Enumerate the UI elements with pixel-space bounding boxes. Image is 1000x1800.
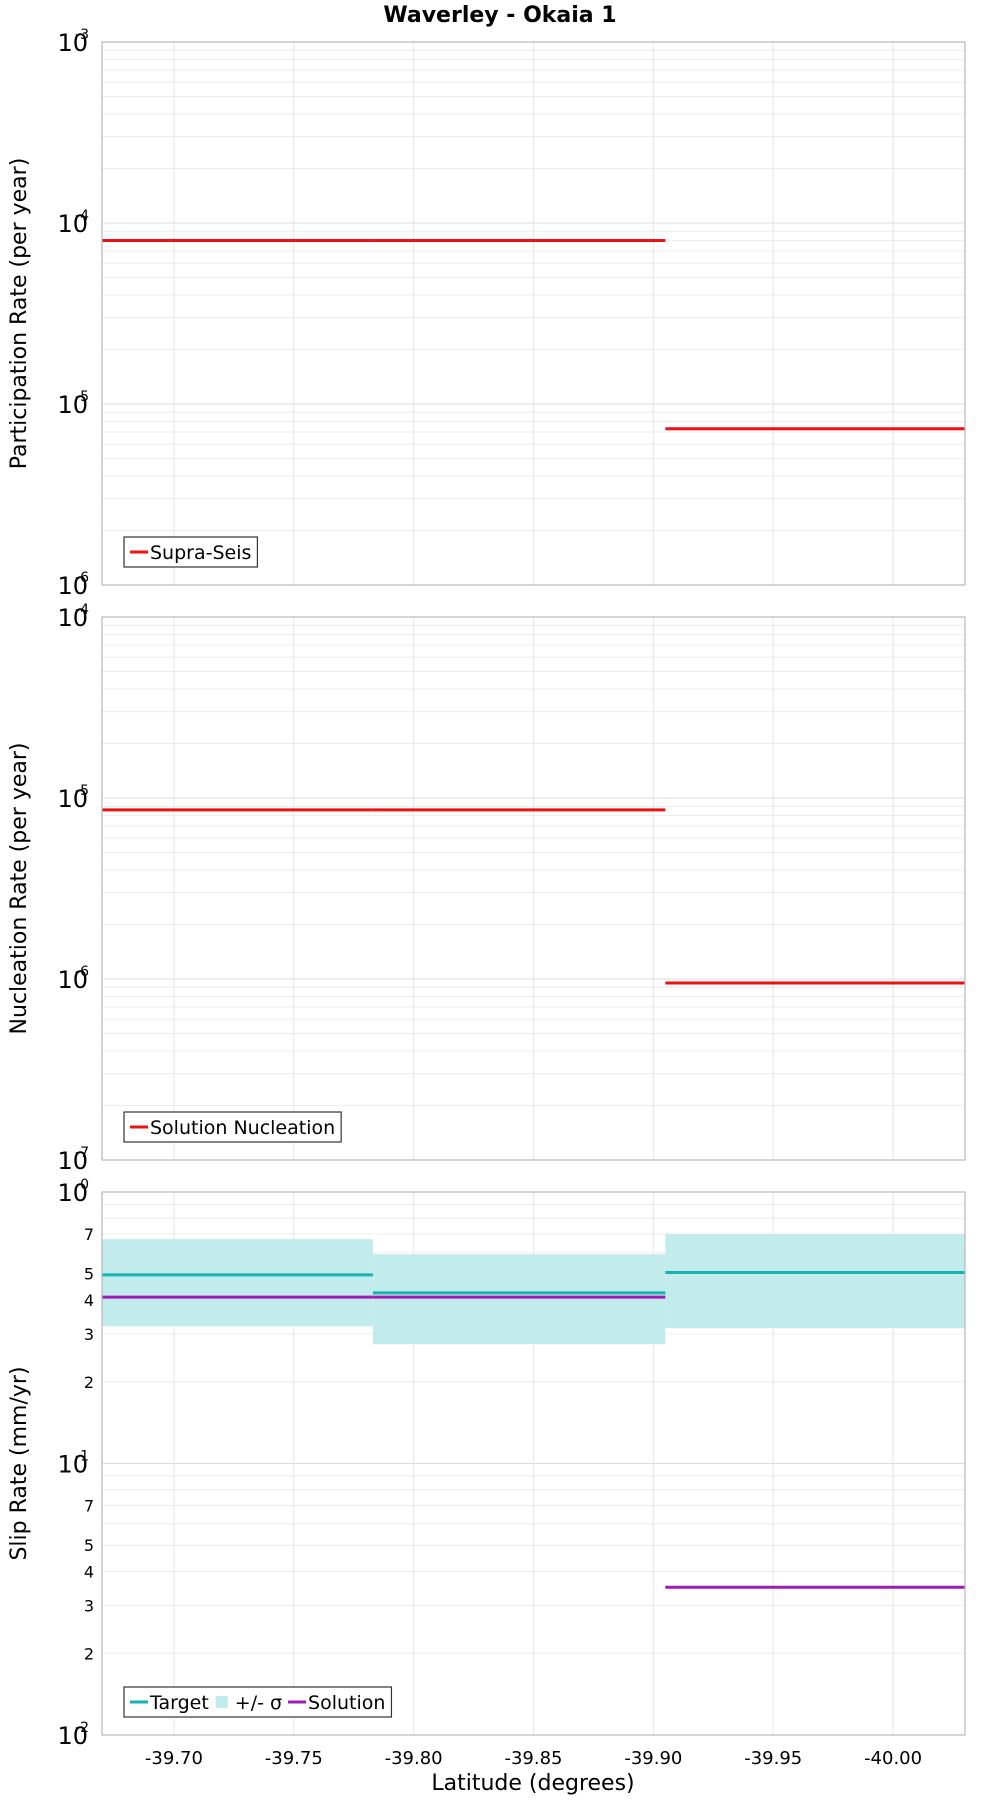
- y-axis-label: Participation Rate (per year): [7, 158, 32, 470]
- y-minor-tick-label: 3: [84, 1596, 94, 1615]
- sigma-band-segment: [372, 1254, 666, 1345]
- sigma-band-segment: [665, 1234, 965, 1329]
- y-tick-exponent: -5: [75, 389, 89, 405]
- y-tick-exponent: -3: [75, 27, 89, 43]
- x-axis-label: Latitude (degrees): [431, 1771, 634, 1796]
- y-tick-label: 10: [57, 210, 88, 238]
- legend: Solution Nucleation: [123, 1111, 342, 1143]
- y-minor-tick-label: 5: [84, 1265, 94, 1284]
- legend-box: [123, 1686, 393, 1718]
- y-axis-label: Nucleation Rate (per year): [7, 743, 32, 1035]
- y-tick-label: 10: [57, 1451, 88, 1479]
- y-tick-exponent: -7: [75, 1145, 89, 1161]
- plot-border: [101, 616, 966, 1161]
- y-tick-exponent: -1: [75, 1449, 89, 1465]
- legend: Target +/- σ Solution: [123, 1686, 393, 1718]
- y-tick-label: 10: [57, 572, 88, 600]
- legend-swatch: [215, 1696, 228, 1708]
- y-minor-tick-label: 2: [84, 1373, 94, 1392]
- y-minor-tick-label: 3: [84, 1325, 94, 1344]
- y-tick-label: 10: [57, 29, 88, 57]
- y-tick-label: 10: [57, 604, 88, 632]
- y-tick-label: 10: [57, 391, 88, 419]
- y-tick-exponent: -4: [75, 208, 89, 224]
- y-tick-label: 10: [57, 1179, 88, 1207]
- legend-label: Target: [149, 1692, 209, 1714]
- y-tick-exponent: -6: [75, 964, 89, 980]
- y-minor-tick-label: 4: [84, 1291, 94, 1310]
- x-tick-label: -40.00: [864, 1748, 922, 1769]
- legend-label: Solution: [308, 1692, 385, 1714]
- legend-box: [123, 1111, 342, 1143]
- plot-border: [101, 1191, 966, 1736]
- y-minor-tick-label: 4: [84, 1563, 94, 1582]
- chart-title: Waverley - Okaia 1: [383, 3, 616, 28]
- y-minor-tick-label: 7: [84, 1225, 94, 1244]
- y-tick-exponent: -6: [75, 570, 89, 586]
- plot-border: [101, 41, 966, 586]
- x-tick-label: -39.85: [504, 1748, 562, 1769]
- y-axis-label: Slip Rate (mm/yr): [7, 1366, 32, 1560]
- y-tick-exponent: 0: [80, 1177, 89, 1193]
- y-tick-exponent: -4: [75, 602, 89, 618]
- x-tick-label: -39.70: [145, 1748, 203, 1769]
- y-tick-label: 10: [57, 1722, 88, 1750]
- y-minor-tick-label: 2: [84, 1644, 94, 1663]
- y-tick-exponent: -2: [75, 1720, 89, 1736]
- y-tick-label: 10: [57, 785, 88, 813]
- y-minor-tick-label: 7: [84, 1497, 94, 1516]
- x-tick-label: -39.95: [744, 1748, 802, 1769]
- legend-label: Supra-Seis: [150, 542, 251, 564]
- legend-label: Solution Nucleation: [150, 1117, 335, 1139]
- legend-label: +/- σ: [235, 1692, 282, 1714]
- x-tick-label: -39.90: [624, 1748, 682, 1769]
- sigma-band-segment: [102, 1239, 373, 1327]
- y-tick-label: 10: [57, 966, 88, 994]
- y-tick-exponent: -5: [75, 783, 89, 799]
- y-tick-label: 10: [57, 1147, 88, 1175]
- legend: Supra-Seis: [123, 536, 259, 568]
- y-minor-tick-label: 5: [84, 1536, 94, 1555]
- x-tick-label: -39.80: [385, 1748, 443, 1769]
- x-tick-label: -39.75: [265, 1748, 323, 1769]
